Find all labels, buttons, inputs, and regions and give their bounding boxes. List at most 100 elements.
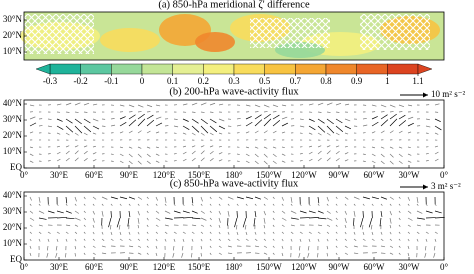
flux-arrow (47, 160, 51, 162)
flux-arrow (407, 224, 411, 227)
flux-arrow (317, 231, 321, 234)
flux-arrow (407, 217, 413, 221)
flux-arrow (398, 245, 401, 248)
flux-arrow (29, 210, 34, 214)
flux-arrow (55, 252, 58, 258)
flux-arrow (74, 224, 79, 227)
x-label: 120°E (153, 262, 176, 272)
flux-arrow (181, 252, 184, 258)
flux-arrow (191, 231, 195, 234)
flux-arrow (29, 104, 35, 107)
flux-arrow (29, 238, 32, 242)
flux-arrow (344, 224, 347, 228)
flux-arrow (182, 216, 193, 219)
flux-arrow (137, 245, 142, 248)
flux-arrow (47, 210, 55, 214)
flux-arrow (191, 203, 194, 206)
flux-arrow (245, 153, 250, 157)
flux-arrow (379, 217, 382, 227)
flux-arrow (308, 203, 311, 206)
x-label: 150°W (256, 262, 282, 272)
flux-arrow (155, 196, 158, 201)
flux-arrow (272, 217, 275, 221)
flux-arrow (236, 203, 239, 206)
flux-arrow (263, 118, 272, 127)
flux-arrow (46, 252, 49, 258)
flux-arrow (335, 238, 338, 241)
flux-arrow (29, 231, 32, 234)
flux-arrow (272, 119, 281, 127)
flux-arrow (389, 252, 394, 255)
flux-arrow (209, 252, 212, 256)
flux-arrow (209, 238, 212, 241)
flux-arrow (110, 160, 114, 162)
flux-arrow (172, 252, 175, 258)
flux-arrow (281, 210, 286, 214)
flux-arrow (290, 210, 297, 214)
flux-arrow (218, 231, 221, 235)
flux-arrow (434, 151, 439, 155)
flux-arrow (416, 231, 420, 234)
flux-arrow (335, 210, 338, 213)
flux-arrow (101, 252, 107, 255)
flux-arrow (362, 117, 367, 120)
flux-arrow (65, 125, 74, 133)
flux-arrow (128, 203, 131, 206)
flux-arrow (74, 157, 79, 162)
flux-arrow (398, 153, 403, 158)
flux-arrow (200, 145, 205, 148)
flux-arrow (281, 146, 285, 149)
flux-arrow (434, 158, 439, 162)
flux-arrow (281, 196, 284, 201)
flux-arrow (182, 151, 187, 155)
y-label: 10°N (3, 46, 23, 56)
flux-arrow (119, 116, 126, 120)
flux-arrow (326, 150, 331, 155)
flux-arrow (119, 238, 123, 241)
flux-arrow (200, 210, 205, 214)
flux-arrow (155, 122, 163, 127)
flux-arrow (245, 104, 251, 107)
flux-arrow (272, 245, 275, 248)
flux-arrow (137, 238, 141, 241)
flux-arrow (128, 111, 133, 113)
flux-arrow (317, 132, 322, 136)
flux-arrow (227, 231, 230, 235)
flux-arrow (38, 217, 47, 220)
flux-arrow (137, 252, 142, 255)
flux-arrow (209, 196, 212, 200)
flux-arrow (298, 245, 301, 251)
flux-arrow (389, 231, 392, 235)
flux-arrow (83, 118, 91, 124)
colorbar-cell (172, 63, 204, 75)
flux-arrow (92, 224, 95, 228)
flux-arrow (335, 217, 338, 221)
flux-arrow (74, 210, 80, 214)
flux-arrow (191, 224, 197, 227)
flux-arrow (263, 146, 268, 149)
flux-arrow (398, 238, 401, 241)
flux-arrow (425, 160, 429, 162)
flux-arrow (317, 196, 320, 204)
flux-arrow (101, 210, 104, 217)
flux-arrow (434, 203, 437, 206)
colorbar-label: 0.1 (167, 76, 178, 86)
flux-arrow (146, 217, 149, 221)
colorbar-extend-low (35, 63, 51, 75)
flux-arrow (317, 118, 325, 124)
flux-arrow (254, 114, 262, 120)
flux-arrow (245, 196, 254, 200)
flux-arrow (344, 132, 349, 135)
flux-arrow (128, 210, 131, 218)
flux-arrow (416, 210, 423, 214)
flux-arrow (398, 224, 401, 227)
flux-arrow (182, 231, 186, 234)
flux-arrow (74, 111, 79, 113)
flux-arrow (299, 118, 304, 121)
flux-arrow (353, 245, 358, 248)
flux-arrow (398, 231, 401, 234)
flux-arrow (263, 160, 268, 165)
field-blob (100, 28, 160, 52)
flux-arrow (182, 238, 185, 242)
flux-arrow (209, 217, 212, 221)
